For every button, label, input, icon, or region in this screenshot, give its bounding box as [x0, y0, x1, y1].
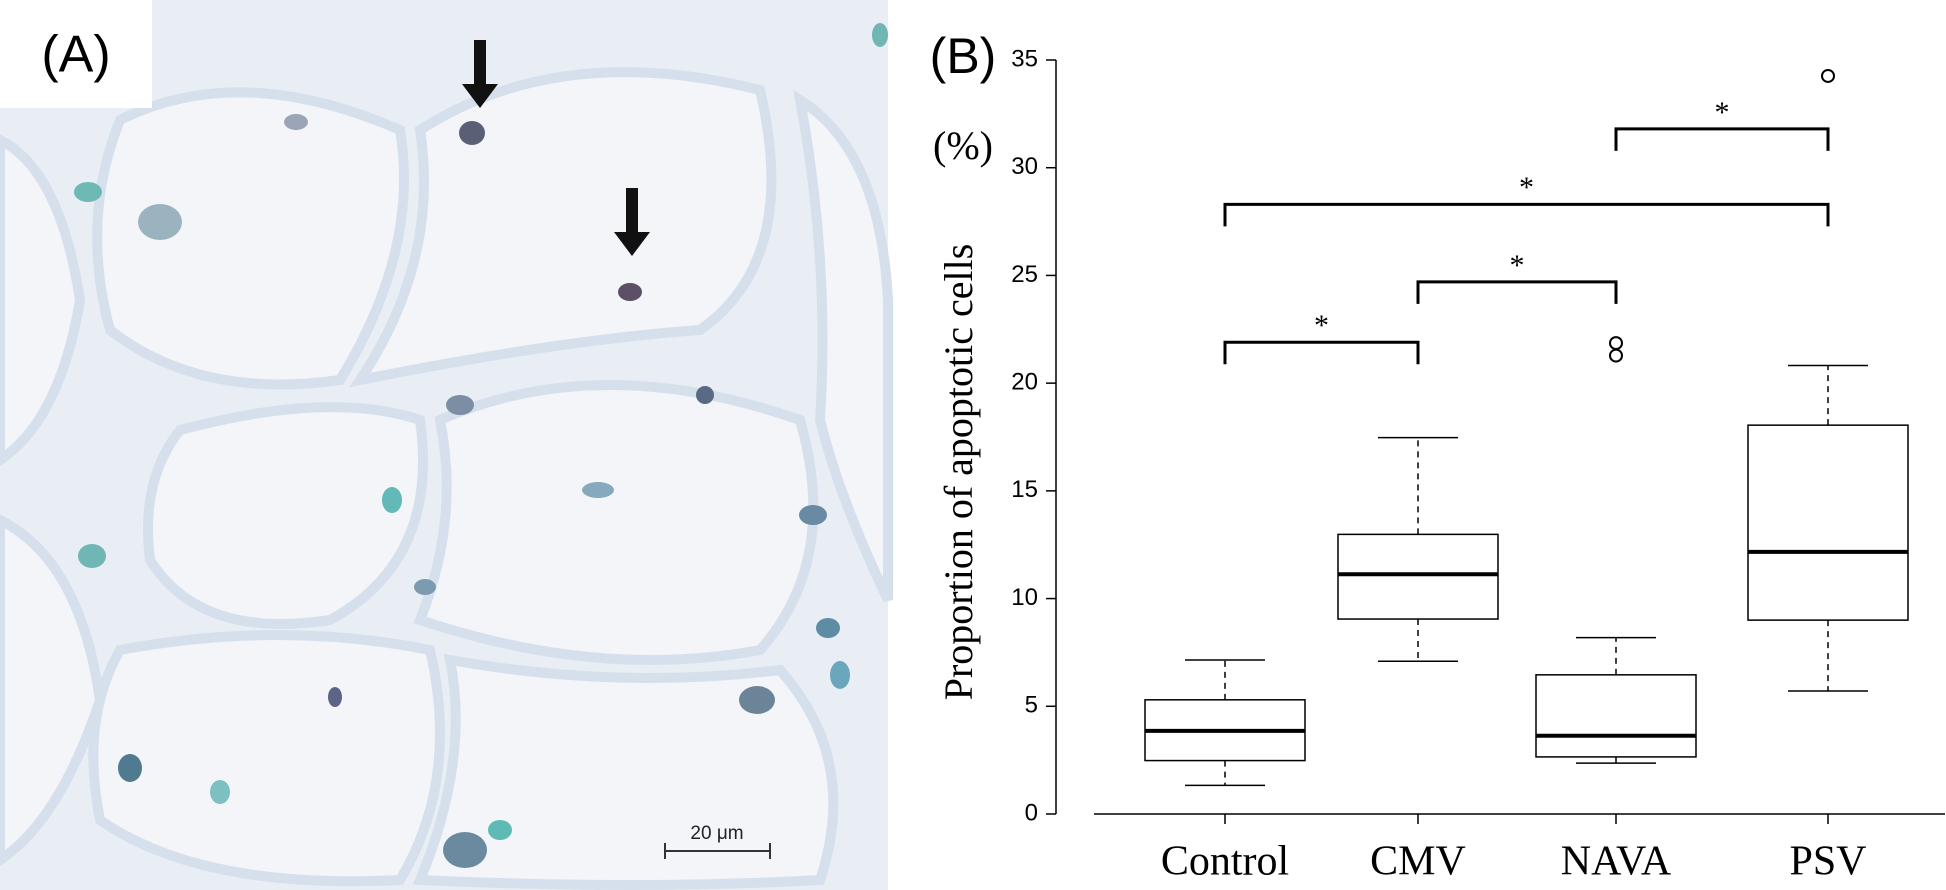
y-tick-label: 0 — [1025, 799, 1038, 826]
x-tick-label: PSV — [1789, 839, 1866, 885]
arrows — [462, 40, 650, 256]
y-tick-label: 5 — [1025, 692, 1038, 719]
micrograph: (A) 20 μm — [0, 0, 893, 890]
y-tick-label: 10 — [1011, 584, 1038, 611]
y-tick-label: 25 — [1011, 261, 1038, 288]
outlier — [1609, 348, 1623, 363]
y-tick-label: 35 — [1011, 45, 1038, 72]
significance-label: * — [1314, 309, 1329, 342]
nuclei — [74, 23, 888, 868]
significance-label: * — [1519, 171, 1534, 204]
panel-label: (A) — [41, 26, 110, 84]
y-unit: (%) — [933, 123, 993, 168]
panel-label-box — [0, 0, 152, 108]
x-tick-label: Control — [1161, 839, 1289, 885]
y-tick-label: 15 — [1011, 476, 1038, 503]
significance-label: * — [1715, 96, 1730, 129]
significance-bracket — [1416, 280, 1618, 304]
scale-bar — [664, 843, 771, 859]
scale-bar-label: 20 μm — [690, 823, 743, 844]
box — [1747, 424, 1909, 621]
muscle-fibers — [0, 67, 893, 890]
significance-bracket — [1223, 202, 1830, 227]
significance-label: * — [1510, 249, 1525, 282]
significance-bracket — [1223, 340, 1420, 365]
x-tick-label: CMV — [1370, 839, 1466, 885]
panel-label: (B) — [930, 28, 997, 84]
box — [1337, 533, 1499, 620]
y-tick-label: 20 — [1011, 368, 1038, 395]
outlier — [1609, 336, 1623, 351]
x-tick-label: NAVA — [1561, 839, 1672, 885]
box — [1535, 674, 1697, 758]
y-tick-label: 30 — [1011, 153, 1038, 180]
y-axis-label: Proportion of apoptotic cells — [936, 244, 981, 701]
outlier — [1821, 68, 1835, 83]
significance-bracket — [1614, 127, 1830, 151]
